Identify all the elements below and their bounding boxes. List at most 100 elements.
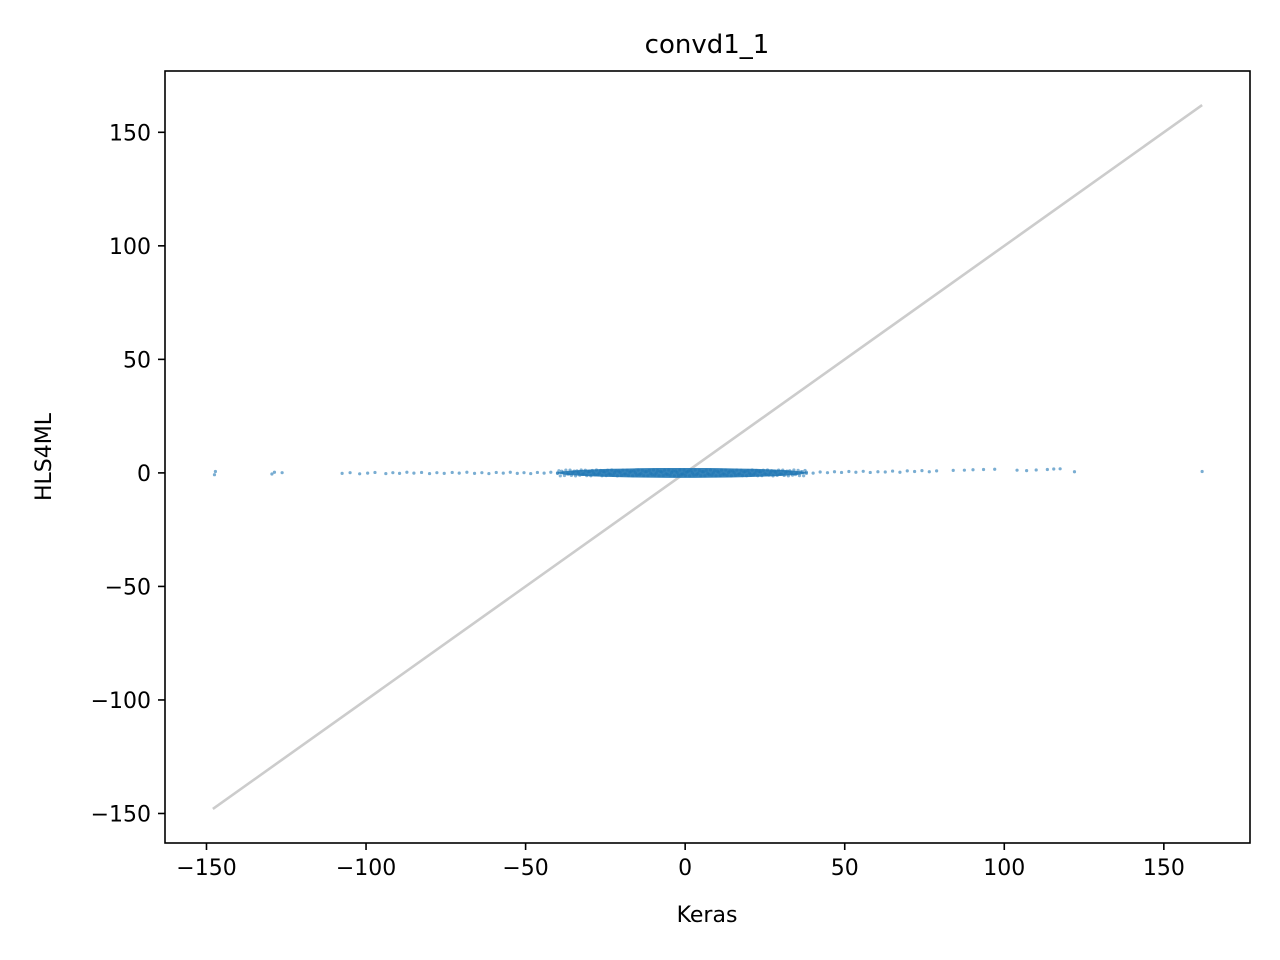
scatter-series	[212, 467, 1204, 478]
scatter-point	[898, 470, 902, 474]
scatter-point	[740, 474, 745, 478]
x-tick-label: −100	[336, 856, 396, 881]
scatter-point	[811, 471, 815, 475]
scatter-point	[587, 469, 592, 474]
scatter-point	[501, 471, 505, 475]
scatter-point	[665, 472, 669, 476]
scatter-point	[562, 473, 567, 478]
scatter-point	[631, 474, 635, 478]
scatter-point	[920, 469, 924, 473]
scatter-point	[696, 471, 700, 476]
scatter-point	[472, 471, 477, 475]
scatter-point	[535, 470, 540, 475]
scatter-point	[722, 472, 726, 476]
scatter-point	[802, 474, 806, 478]
scatter-point	[883, 470, 887, 474]
scatter-point	[854, 470, 858, 474]
scatter-point	[729, 474, 733, 478]
scatter-point	[650, 473, 654, 477]
scatter-point	[629, 469, 633, 473]
scatter-point	[703, 474, 707, 478]
scatter-point	[636, 468, 640, 472]
scatter-point	[725, 473, 729, 477]
scatter-point	[624, 472, 628, 476]
scatter-point	[572, 469, 576, 473]
scatter-point	[635, 473, 639, 477]
scatter-point	[779, 472, 783, 476]
scatter-point	[689, 469, 693, 473]
scatter-point	[529, 471, 533, 476]
y-tick-label: 0	[137, 462, 151, 487]
scatter-point	[568, 468, 572, 472]
scatter-point	[465, 470, 469, 474]
scatter-point	[599, 468, 603, 473]
y-tick-label: 50	[123, 348, 151, 373]
scatter-point	[728, 469, 732, 473]
scatter-point	[583, 468, 587, 472]
scatter-point	[686, 469, 690, 473]
scatter-point	[718, 473, 722, 478]
scatter-point	[618, 470, 622, 474]
scatter-point	[890, 469, 895, 473]
scatter-point	[412, 471, 416, 475]
y-axis: −150 −100 −50 0 50 100 150	[91, 121, 165, 827]
scatter-point	[861, 469, 865, 473]
y-tick-label: 100	[109, 235, 151, 260]
scatter-point	[697, 468, 701, 472]
scatter-point	[713, 469, 717, 473]
scatter-point	[212, 473, 217, 477]
scatter-point	[804, 470, 809, 474]
x-tick-label: 100	[983, 856, 1025, 881]
scatter-point	[555, 471, 560, 475]
scatter-point	[1052, 467, 1056, 471]
scatter-point	[796, 468, 800, 472]
scatter-point	[494, 470, 498, 475]
scatter-point	[549, 470, 553, 474]
scatter-point	[657, 474, 661, 478]
scatter-point	[753, 471, 757, 475]
scatter-point	[905, 469, 909, 473]
scatter-point	[771, 474, 775, 478]
scatter-point	[348, 471, 352, 475]
scatter-point	[951, 468, 955, 472]
scatter-point	[707, 473, 711, 477]
y-tick-label: −100	[91, 689, 151, 714]
scatter-point	[993, 467, 997, 471]
scatter-point	[913, 469, 917, 474]
scatter-point	[767, 473, 771, 477]
scatter-point	[775, 473, 779, 478]
scatter-point	[724, 468, 728, 472]
scatter-point	[582, 472, 586, 476]
scatter-point	[818, 470, 822, 474]
scatter-point	[790, 473, 795, 477]
scatter-point	[450, 470, 454, 475]
scatter-point	[442, 471, 446, 475]
scatter-point	[427, 471, 432, 476]
scatter-point	[971, 468, 975, 472]
scatter-point	[621, 468, 625, 472]
scatter-point	[675, 470, 679, 475]
scatter-point	[777, 468, 781, 472]
scatter-point	[487, 471, 491, 476]
scatter-point	[435, 471, 439, 475]
scatter-point	[839, 470, 844, 475]
scatter-point	[561, 470, 565, 474]
scatter-point	[667, 468, 671, 472]
scatter-point	[603, 470, 607, 474]
scatter-point	[619, 473, 624, 478]
plot-area	[212, 103, 1204, 811]
scatter-point	[868, 470, 872, 475]
scatter-point	[594, 468, 599, 472]
scatter-point	[699, 474, 703, 478]
scatter-point	[876, 470, 880, 474]
scatter-point	[792, 468, 796, 472]
scatter-point	[358, 472, 362, 476]
scatter-point	[558, 474, 562, 478]
scatter-point	[701, 470, 706, 474]
scatter-point	[625, 468, 629, 472]
scatter-point	[981, 467, 986, 472]
scatter-point	[761, 468, 765, 472]
scatter-point	[756, 474, 760, 478]
scatter-point	[590, 468, 594, 473]
scatter-point	[419, 470, 424, 475]
